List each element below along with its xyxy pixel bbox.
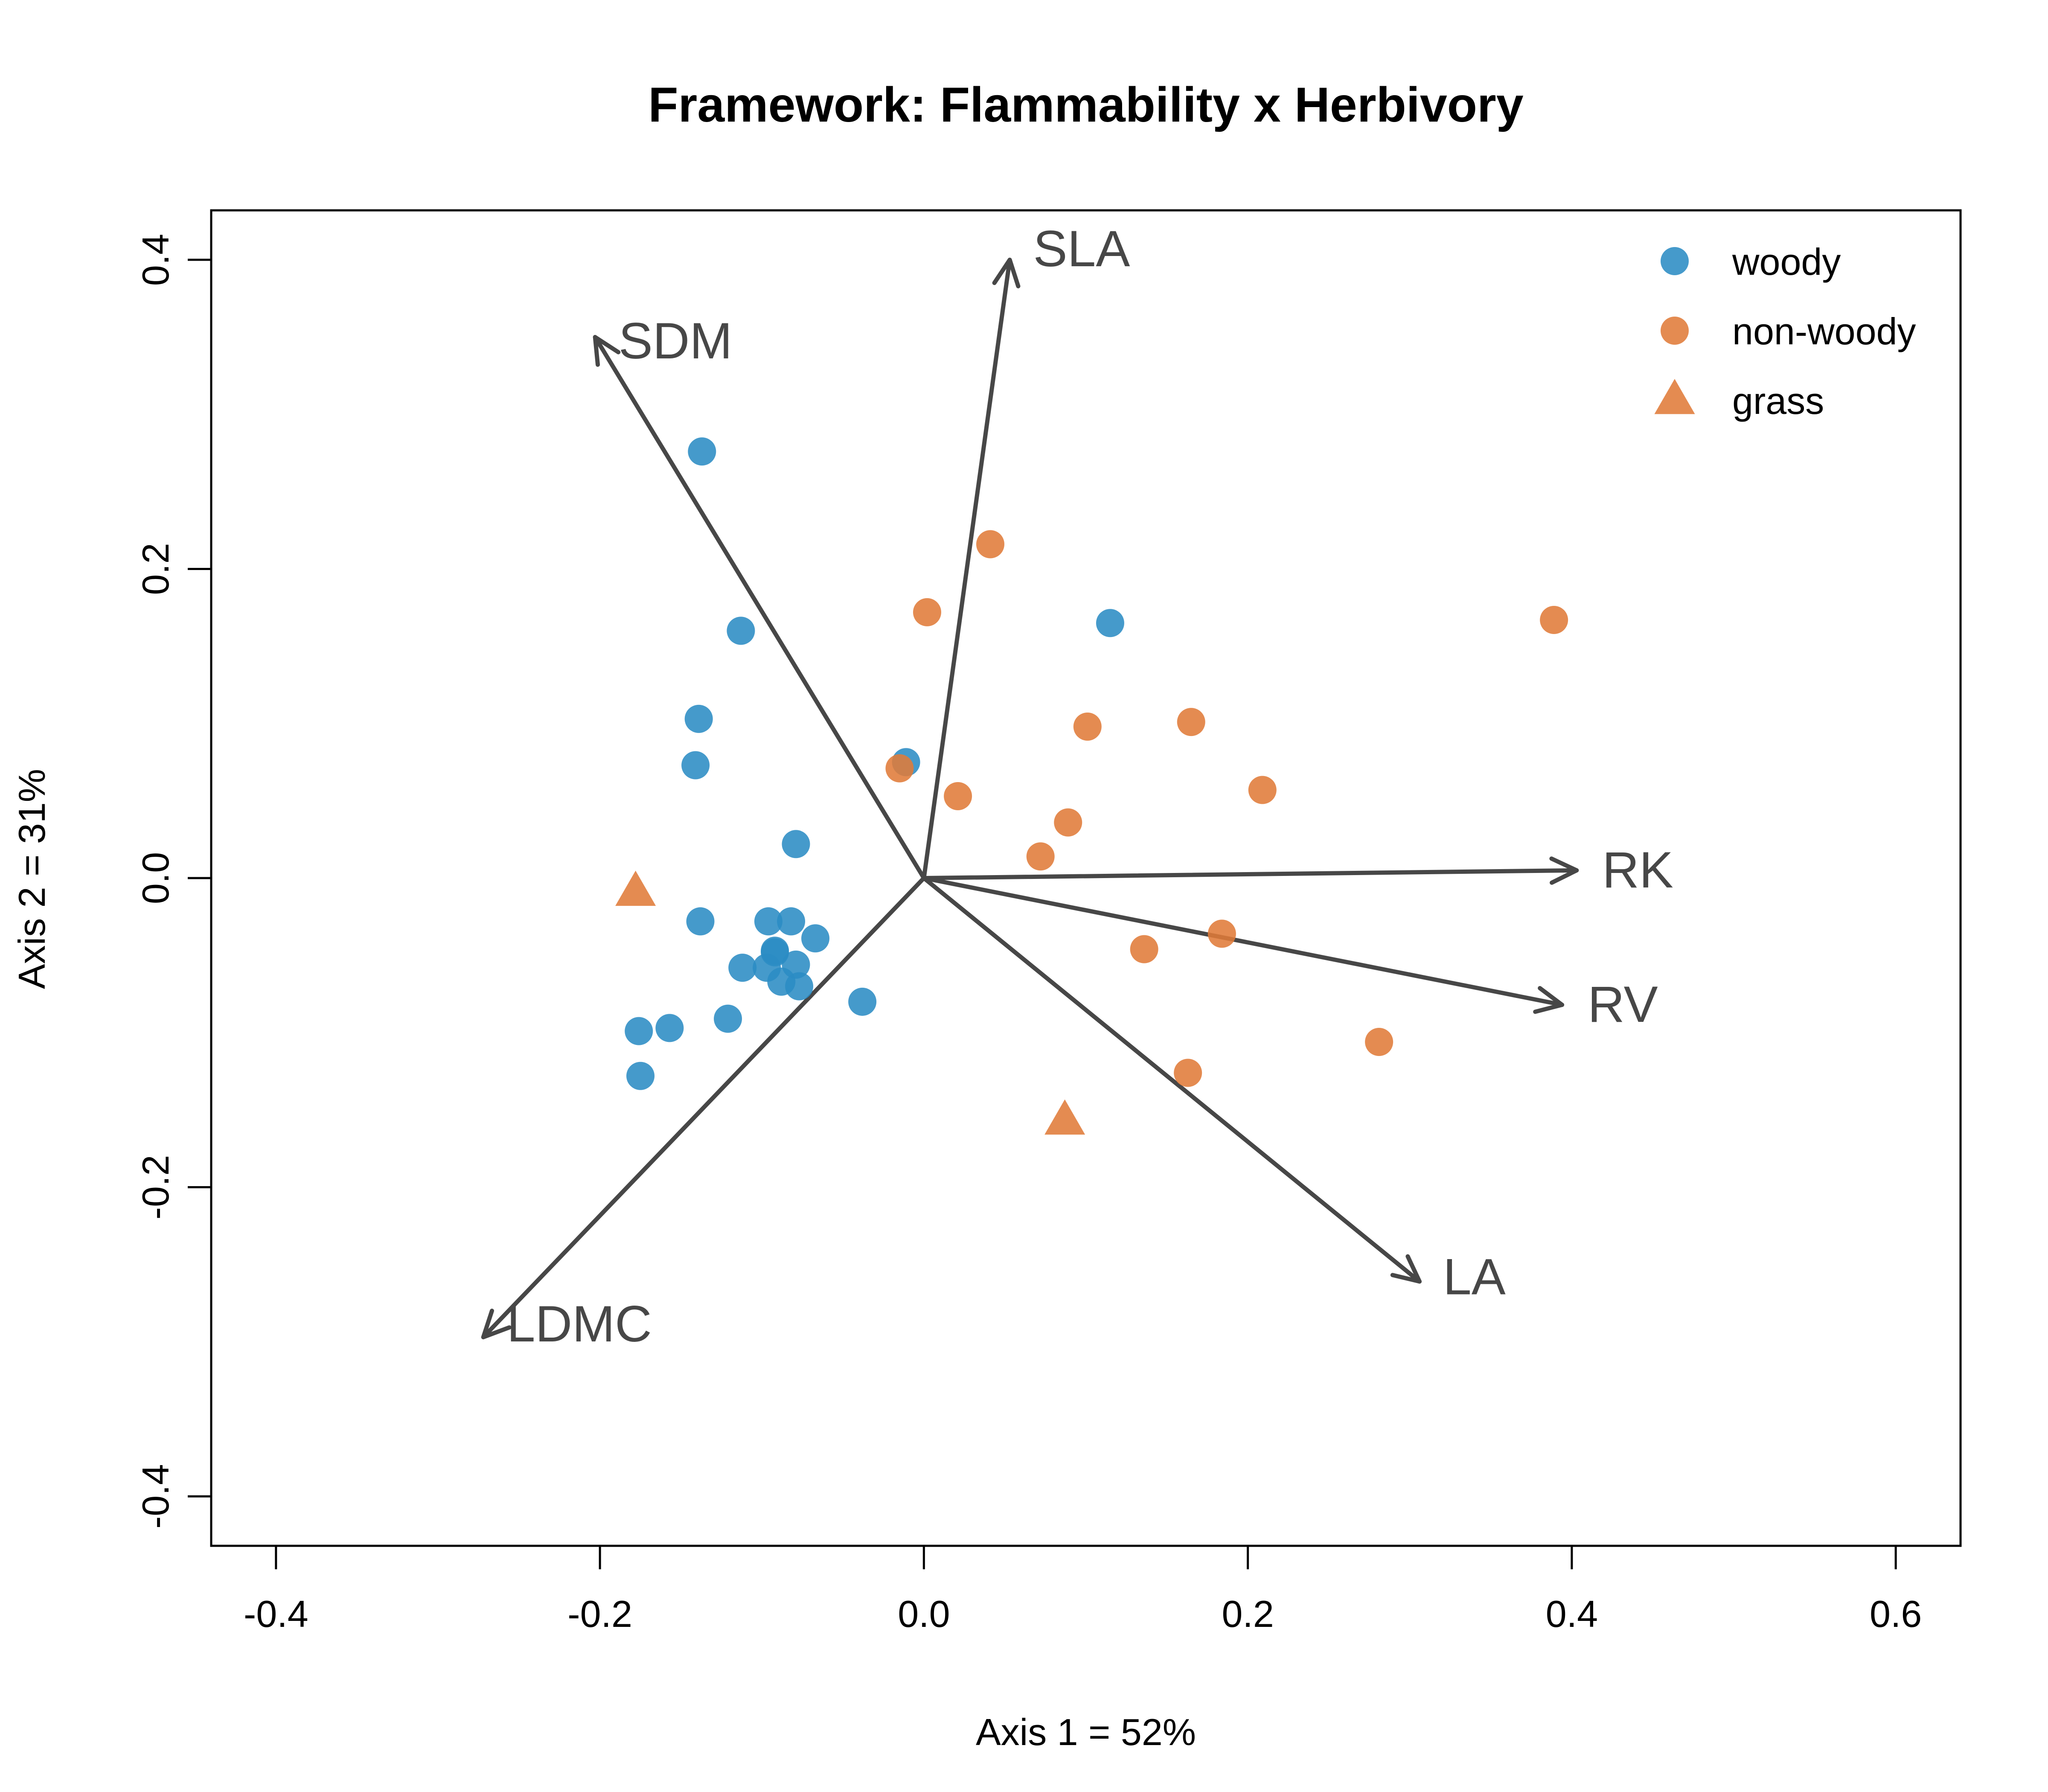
point-grass (1044, 1099, 1085, 1135)
point-woody (681, 751, 710, 780)
point-woody (754, 907, 783, 936)
point-woody (727, 617, 755, 645)
legend-item-woody: woody (1661, 241, 1841, 283)
point-woody (728, 954, 757, 982)
point-woody (626, 1062, 655, 1090)
point-grass (615, 870, 656, 906)
vector-line (922, 876, 1565, 1007)
vector-line (922, 257, 1012, 880)
point-non-woody (913, 598, 941, 626)
point-woody (848, 987, 877, 1016)
vector-line (922, 868, 1579, 880)
point-woody (777, 907, 806, 936)
x-axis: -0.4 -0.2 0.0 0.2 0.4 0.6 (244, 1545, 1922, 1635)
y-tick-label: -0.4 (134, 1464, 177, 1529)
vector-label: SDM (619, 312, 733, 369)
point-non-woody (1207, 919, 1236, 948)
vector-la: LA (922, 876, 1506, 1306)
y-tick-label: 0.0 (134, 852, 177, 904)
point-woody (801, 924, 830, 953)
legend-marker (1661, 247, 1689, 275)
vector-line (922, 876, 1422, 1284)
point-woody (625, 1017, 653, 1045)
point-woody (785, 972, 814, 1001)
y-axis-title: Axis 2 = 31% (11, 769, 53, 989)
legend-marker (1654, 379, 1695, 414)
data-points (615, 437, 1568, 1135)
series-grass (615, 870, 1085, 1135)
legend: woody non-woody grass (1654, 241, 1916, 422)
legend-item-non-woody: non-woody (1661, 310, 1916, 352)
vector-ldmc: LDMC (481, 876, 926, 1353)
point-woody (684, 704, 713, 733)
point-woody (782, 830, 810, 858)
vector-arrowhead (593, 335, 621, 367)
series-non-woody (885, 530, 1568, 1087)
x-tick-label: -0.2 (567, 1593, 632, 1635)
legend-label: grass (1732, 380, 1824, 422)
x-axis-title: Axis 1 = 52% (976, 1711, 1196, 1753)
y-tick-label: -0.2 (134, 1155, 177, 1220)
point-non-woody (944, 782, 972, 810)
point-woody (686, 907, 715, 936)
vector-rv: RV (922, 876, 1658, 1033)
vector-label: LDMC (507, 1295, 652, 1353)
point-non-woody (1540, 606, 1568, 634)
point-non-woody (1054, 808, 1082, 837)
x-tick-label: -0.4 (244, 1593, 308, 1635)
vector-rk: RK (922, 841, 1673, 899)
legend-label: woody (1732, 241, 1841, 283)
vector-label: RV (1588, 976, 1658, 1033)
legend-item-grass: grass (1654, 379, 1824, 422)
series-woody (625, 437, 1124, 1090)
vector-label: LA (1443, 1248, 1506, 1306)
point-non-woody (976, 530, 1005, 559)
trait-vectors: SLA SDM RK RV LA LDMC (481, 220, 1673, 1353)
point-woody (655, 1014, 684, 1042)
point-non-woody (1026, 842, 1055, 871)
point-non-woody (1073, 712, 1102, 741)
vector-arrowhead (1549, 856, 1579, 885)
y-tick-label: 0.2 (134, 543, 177, 595)
point-non-woody (1177, 708, 1205, 736)
x-tick-label: 0.2 (1222, 1593, 1274, 1635)
y-tick-label: 0.4 (134, 234, 177, 286)
point-non-woody (1130, 935, 1158, 963)
chart-title: Framework: Flammability x Herbivory (648, 78, 1524, 132)
legend-marker (1661, 317, 1689, 345)
point-non-woody (1174, 1059, 1202, 1087)
legend-label: non-woody (1732, 310, 1916, 352)
vector-line (481, 876, 926, 1339)
point-woody (714, 1004, 742, 1033)
point-woody (1096, 609, 1124, 637)
vector-arrowhead (1533, 986, 1565, 1014)
vector-arrowhead (992, 257, 1021, 288)
vector-sdm: SDM (593, 312, 926, 880)
x-tick-label: 0.6 (1870, 1593, 1922, 1635)
vector-line (593, 335, 926, 880)
x-tick-label: 0.0 (898, 1593, 950, 1635)
vector-label: RK (1602, 841, 1673, 899)
x-tick-label: 0.4 (1546, 1593, 1598, 1635)
vector-sla: SLA (922, 220, 1130, 880)
point-non-woody (1365, 1028, 1393, 1056)
y-axis: -0.4 -0.2 0.0 0.2 0.4 (134, 234, 212, 1529)
point-non-woody (1248, 776, 1277, 804)
vector-label: SLA (1033, 220, 1130, 277)
point-non-woody (885, 754, 914, 783)
vector-arrowhead (481, 1309, 512, 1339)
point-woody (688, 437, 716, 466)
vector-arrowhead (1390, 1254, 1422, 1284)
